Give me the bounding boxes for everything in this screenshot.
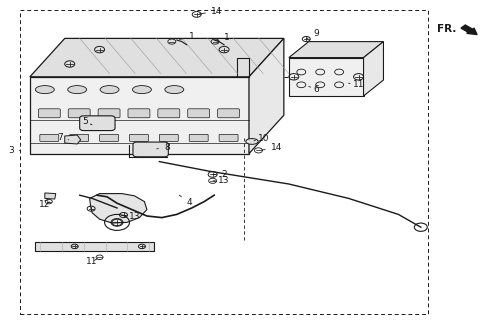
FancyBboxPatch shape	[100, 134, 119, 141]
Text: 14: 14	[262, 143, 282, 152]
Text: 3: 3	[8, 146, 20, 155]
Text: 13: 13	[124, 212, 140, 221]
Ellipse shape	[132, 86, 151, 93]
FancyBboxPatch shape	[129, 134, 148, 141]
Polygon shape	[289, 58, 364, 96]
FancyBboxPatch shape	[133, 142, 168, 157]
Text: 11: 11	[86, 257, 98, 266]
Text: 9: 9	[306, 29, 319, 39]
FancyBboxPatch shape	[158, 109, 180, 118]
Polygon shape	[30, 38, 284, 77]
Text: 1: 1	[217, 33, 230, 42]
Text: 2: 2	[213, 170, 227, 179]
Polygon shape	[45, 193, 56, 199]
FancyBboxPatch shape	[40, 134, 59, 141]
FancyBboxPatch shape	[219, 134, 238, 141]
Bar	[20, 10, 428, 314]
FancyBboxPatch shape	[70, 134, 89, 141]
Text: 13: 13	[213, 176, 230, 185]
FancyBboxPatch shape	[68, 109, 90, 118]
Ellipse shape	[100, 86, 119, 93]
Polygon shape	[364, 42, 383, 96]
Text: 6: 6	[309, 85, 319, 94]
FancyArrow shape	[461, 25, 477, 35]
Text: 11: 11	[349, 80, 365, 89]
FancyBboxPatch shape	[218, 109, 240, 118]
Text: 8: 8	[157, 143, 170, 152]
Polygon shape	[90, 194, 147, 223]
Polygon shape	[30, 77, 249, 154]
Text: 4: 4	[179, 195, 192, 207]
Text: 1: 1	[179, 32, 195, 41]
FancyBboxPatch shape	[159, 134, 178, 141]
Polygon shape	[65, 135, 81, 144]
FancyBboxPatch shape	[189, 134, 208, 141]
Text: 14: 14	[200, 7, 222, 16]
Ellipse shape	[68, 86, 87, 93]
Text: 5: 5	[82, 117, 92, 126]
Text: 7: 7	[57, 133, 69, 142]
Polygon shape	[249, 38, 284, 154]
Polygon shape	[289, 42, 383, 58]
Bar	[35, 242, 154, 251]
Text: 12: 12	[39, 200, 50, 209]
FancyBboxPatch shape	[98, 109, 120, 118]
Text: FR.: FR.	[437, 24, 456, 34]
FancyBboxPatch shape	[80, 116, 115, 131]
FancyBboxPatch shape	[128, 109, 150, 118]
Ellipse shape	[35, 86, 54, 93]
FancyBboxPatch shape	[188, 109, 210, 118]
Text: 10: 10	[254, 134, 270, 143]
FancyBboxPatch shape	[38, 109, 60, 118]
Ellipse shape	[246, 139, 258, 144]
Ellipse shape	[165, 86, 184, 93]
